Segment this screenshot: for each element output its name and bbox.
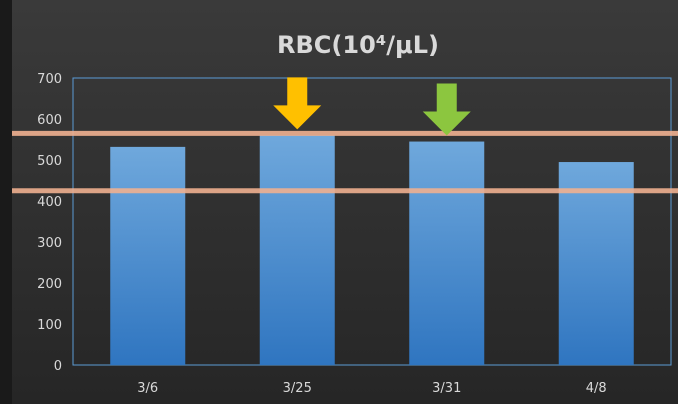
- x-tick-label: 3/25: [283, 381, 312, 396]
- y-tick-label: 100: [37, 318, 62, 333]
- down-arrow-icon: [273, 77, 322, 130]
- y-tick-label: 400: [37, 195, 62, 210]
- y-tick-label: 200: [37, 277, 62, 292]
- bar: [409, 141, 485, 365]
- plot-area: [72, 77, 672, 366]
- x-axis: 3/6 3/25 3/31 4/8: [137, 381, 606, 396]
- chart-title: RBC(10⁴/μL): [277, 31, 439, 59]
- bar: [558, 162, 634, 365]
- x-tick-label: 3/6: [137, 381, 158, 396]
- x-tick-label: 3/31: [432, 381, 461, 396]
- y-tick-label: 0: [54, 359, 62, 374]
- bar: [259, 135, 335, 365]
- x-tick-label: 4/8: [586, 381, 607, 396]
- y-tick-label: 600: [37, 113, 62, 128]
- reference-lines: [12, 130, 678, 194]
- y-axis: 0 100 200 300 400 500 600 700: [37, 72, 62, 374]
- bar: [110, 146, 186, 365]
- y-tick-label: 700: [37, 72, 62, 87]
- markers: [273, 77, 471, 136]
- bars: [110, 135, 634, 365]
- left-edge: [0, 0, 12, 404]
- down-arrow-icon: [422, 83, 471, 136]
- y-tick-label: 500: [37, 154, 62, 169]
- y-tick-label: 300: [37, 236, 62, 251]
